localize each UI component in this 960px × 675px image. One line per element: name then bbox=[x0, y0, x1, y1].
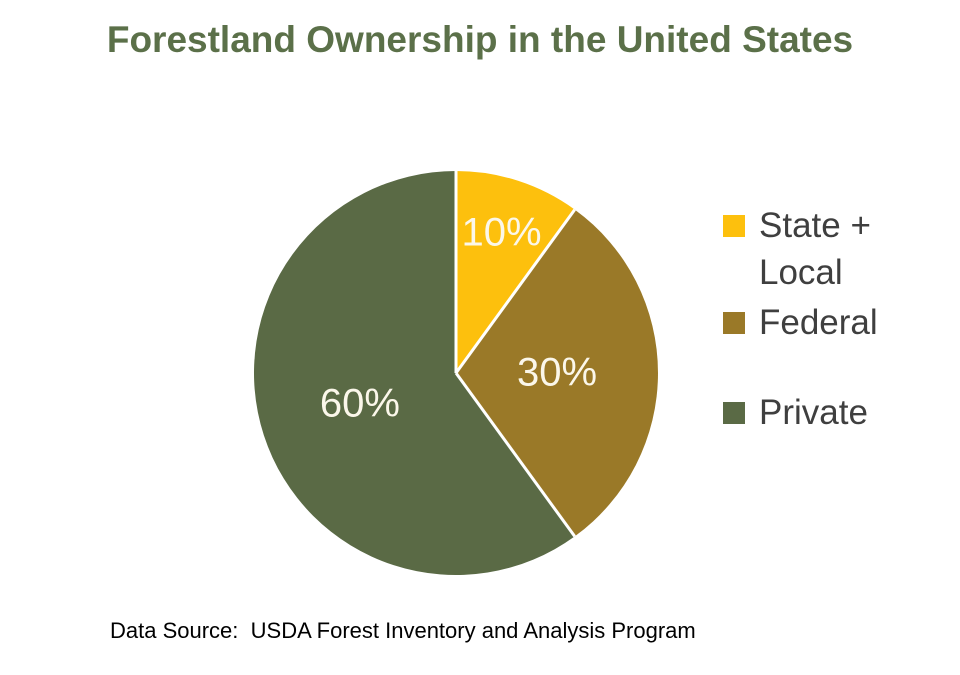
slice-separator bbox=[454, 372, 576, 538]
legend: State + Local Federal Private bbox=[723, 0, 953, 675]
legend-label-federal: Federal bbox=[759, 303, 878, 342]
slice-separator bbox=[454, 208, 576, 374]
legend-item-federal: Federal bbox=[723, 299, 878, 346]
pie-chart: 10% 30% 60% bbox=[252, 169, 660, 577]
pie-label-federal: 30% bbox=[516, 350, 598, 395]
pie-slice-federal bbox=[456, 209, 658, 537]
chart-title: Forestland Ownership in the United State… bbox=[106, 19, 854, 60]
legend-item-state-local: State + Local bbox=[723, 202, 871, 296]
source-note: Data Source: USDA Forest Inventory and A… bbox=[110, 618, 696, 643]
pie-svg bbox=[253, 171, 658, 575]
legend-label-state-local: State + Local bbox=[759, 206, 871, 292]
pie-label-private: 60% bbox=[319, 381, 400, 426]
pie-slice-private bbox=[253, 171, 575, 575]
pie-label-state-local: 10% bbox=[461, 210, 542, 255]
legend-item-private: Private bbox=[723, 389, 868, 436]
legend-swatch-private bbox=[723, 402, 745, 424]
legend-label-private: Private bbox=[759, 393, 868, 432]
legend-swatch-federal bbox=[723, 312, 745, 334]
pie-slice-state-local bbox=[456, 171, 575, 373]
legend-swatch-state-local bbox=[723, 215, 745, 237]
